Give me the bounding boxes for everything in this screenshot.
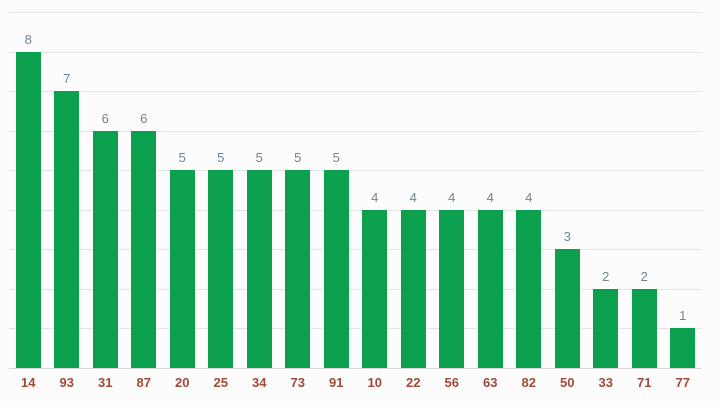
bar-value-label: 5 bbox=[332, 150, 340, 166]
gridline bbox=[9, 52, 702, 53]
bar[interactable] bbox=[362, 209, 388, 368]
bar-value-label: 4 bbox=[486, 189, 494, 205]
x-axis-category-label: 73 bbox=[290, 375, 305, 390]
bar[interactable] bbox=[92, 130, 118, 368]
bar-value-label: 1 bbox=[679, 308, 687, 324]
bar-value-label: 5 bbox=[294, 150, 302, 166]
x-axis-category-label: 71 bbox=[637, 375, 652, 390]
bar[interactable] bbox=[208, 170, 234, 368]
gridline bbox=[9, 328, 702, 329]
gridline bbox=[9, 91, 702, 92]
x-axis-category-label: 14 bbox=[21, 375, 36, 390]
bar[interactable] bbox=[131, 130, 157, 368]
bar-value-label: 5 bbox=[217, 150, 225, 166]
x-axis-category-label: 34 bbox=[252, 375, 267, 390]
bar[interactable] bbox=[477, 209, 503, 368]
x-axis-category-label: 87 bbox=[136, 375, 151, 390]
bar-value-label: 7 bbox=[63, 71, 71, 87]
bar-value-label: 6 bbox=[101, 110, 109, 126]
x-axis-category-label: 93 bbox=[59, 375, 74, 390]
bar-value-label: 8 bbox=[24, 31, 32, 47]
bar-value-label: 5 bbox=[255, 150, 263, 166]
x-axis-category-label: 50 bbox=[560, 375, 575, 390]
bar[interactable] bbox=[593, 288, 619, 368]
x-axis-category-label: 33 bbox=[598, 375, 613, 390]
x-axis-category-label: 22 bbox=[406, 375, 421, 390]
bar[interactable] bbox=[400, 209, 426, 368]
bar-value-label: 4 bbox=[409, 189, 417, 205]
bar[interactable] bbox=[670, 328, 696, 368]
x-axis-category-label: 91 bbox=[329, 375, 344, 390]
gridline bbox=[9, 210, 702, 211]
x-axis-category-label: 10 bbox=[367, 375, 382, 390]
bar-value-label: 4 bbox=[448, 189, 456, 205]
bar[interactable] bbox=[285, 170, 311, 368]
bar-value-label: 2 bbox=[640, 268, 648, 284]
bar-value-label: 5 bbox=[178, 150, 186, 166]
bar[interactable] bbox=[169, 170, 195, 368]
x-axis-category-label: 56 bbox=[444, 375, 459, 390]
gridline bbox=[9, 131, 702, 132]
gridline bbox=[9, 289, 702, 290]
bar-value-label: 2 bbox=[602, 268, 610, 284]
bar[interactable] bbox=[554, 249, 580, 368]
x-axis-category-label: 63 bbox=[483, 375, 498, 390]
bar[interactable] bbox=[516, 209, 542, 368]
bar-value-label: 4 bbox=[371, 189, 379, 205]
gridline bbox=[9, 170, 702, 171]
bar[interactable] bbox=[631, 288, 657, 368]
x-axis-category-label: 25 bbox=[213, 375, 228, 390]
gridline bbox=[9, 12, 702, 13]
x-axis-category-label: 77 bbox=[675, 375, 690, 390]
bar[interactable] bbox=[439, 209, 465, 368]
x-axis-category-label: 20 bbox=[175, 375, 190, 390]
gridline bbox=[9, 249, 702, 250]
bar[interactable] bbox=[15, 51, 41, 368]
bar-value-label: 6 bbox=[140, 110, 148, 126]
bar-value-label: 3 bbox=[563, 229, 571, 245]
bar[interactable] bbox=[323, 170, 349, 368]
x-axis-category-label: 31 bbox=[98, 375, 113, 390]
bar[interactable] bbox=[246, 170, 272, 368]
x-axis-category-label: 82 bbox=[521, 375, 536, 390]
bar-value-label: 4 bbox=[525, 189, 533, 205]
x-axis-baseline bbox=[9, 368, 702, 369]
bar[interactable] bbox=[54, 91, 80, 368]
